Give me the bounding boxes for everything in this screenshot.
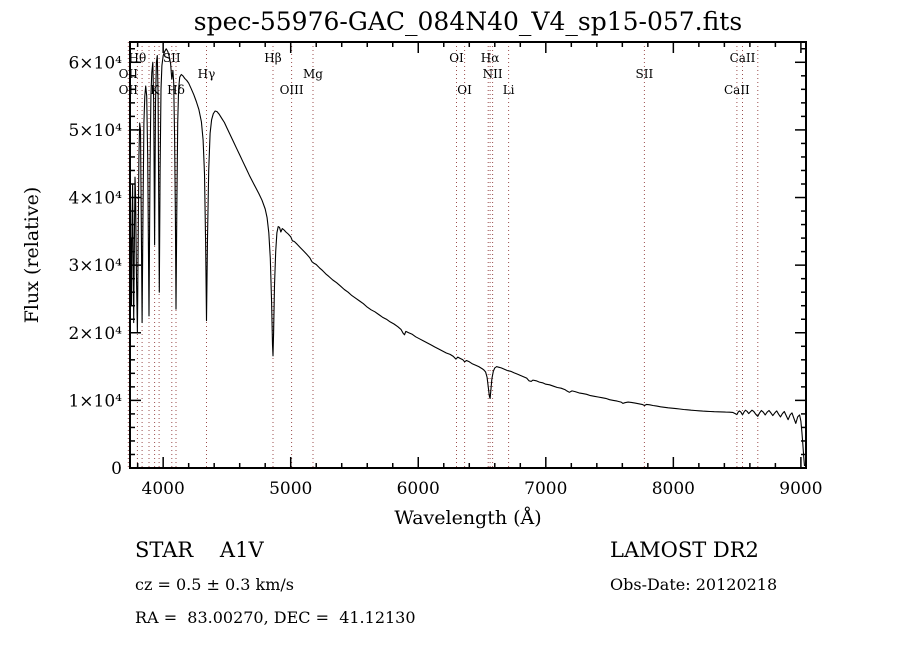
spectral-line-label: SII: [163, 51, 181, 65]
chart-layer: 4000 5000 6000 7000 8000 9000 0 1×10⁴ 2×10⁴ 3×10⁴…: [68, 41, 823, 499]
y-tick-label: 2×10⁴: [68, 324, 122, 344]
x-tick-label: 9000: [779, 479, 822, 499]
spectral-line-label: K: [150, 83, 160, 97]
spectral-line-label: CaII: [730, 51, 756, 65]
y-tick-label: 3×10⁴: [68, 256, 122, 276]
object-class-label: STAR A1V: [135, 538, 264, 562]
y-tick-label: 0: [111, 459, 122, 479]
spectral-line-label: NII: [483, 67, 503, 81]
y-tick-label: 1×10⁴: [68, 391, 122, 411]
y-tick-label: 6×10⁴: [68, 53, 122, 73]
spectral-line-label: Hδ: [167, 83, 185, 97]
x-tick-label: 5000: [269, 479, 312, 499]
radial-velocity-text: cz = 0.5 ± 0.3 km/s: [135, 575, 294, 594]
spectrum-line: [129, 48, 806, 467]
spectral-line-label: CaII: [724, 83, 750, 97]
spectral-line-label: Hα: [481, 51, 500, 65]
survey-release-label: LAMOST DR2: [610, 538, 759, 562]
spectral-line-label: SII: [636, 67, 654, 81]
spectral-line-label: OI: [449, 51, 464, 65]
spectral-line-label: OII: [119, 67, 139, 81]
x-tick-label: 6000: [397, 479, 440, 499]
figure-title: spec-55976-GAC_084N40_V4_sp15-057.fits: [194, 7, 742, 36]
spectral-line-label: Hβ: [264, 51, 281, 65]
spectral-line-label: Hθ: [129, 51, 147, 65]
plot-border: [129, 41, 807, 469]
spectral-line-label: Hγ: [198, 67, 216, 81]
spectral-line-label: Mg: [303, 67, 323, 81]
x-tick-label: 4000: [142, 479, 185, 499]
x-axis-label: Wavelength (Å): [394, 507, 541, 529]
x-tick-label: 8000: [652, 479, 695, 499]
y-tick-label: 5×10⁴: [68, 121, 122, 141]
y-axis-label: Flux (relative): [21, 187, 43, 324]
x-tick-label: 7000: [524, 479, 567, 499]
spectral-line-label: Li: [503, 83, 515, 97]
spectral-line-label: OIII: [280, 83, 304, 97]
spectral-line-label: OII: [119, 83, 139, 97]
coordinates-text: RA = 83.00270, DEC = 41.12130: [135, 608, 416, 627]
y-tick-label: 4×10⁴: [68, 189, 122, 209]
obs-date-text: Obs-Date: 20120218: [610, 575, 777, 594]
spectral-line-label: OI: [457, 83, 472, 97]
